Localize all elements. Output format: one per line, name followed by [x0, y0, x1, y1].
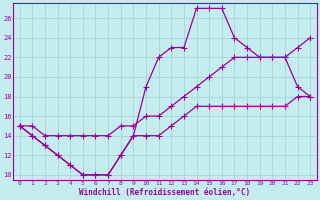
X-axis label: Windchill (Refroidissement éolien,°C): Windchill (Refroidissement éolien,°C)	[79, 188, 251, 197]
